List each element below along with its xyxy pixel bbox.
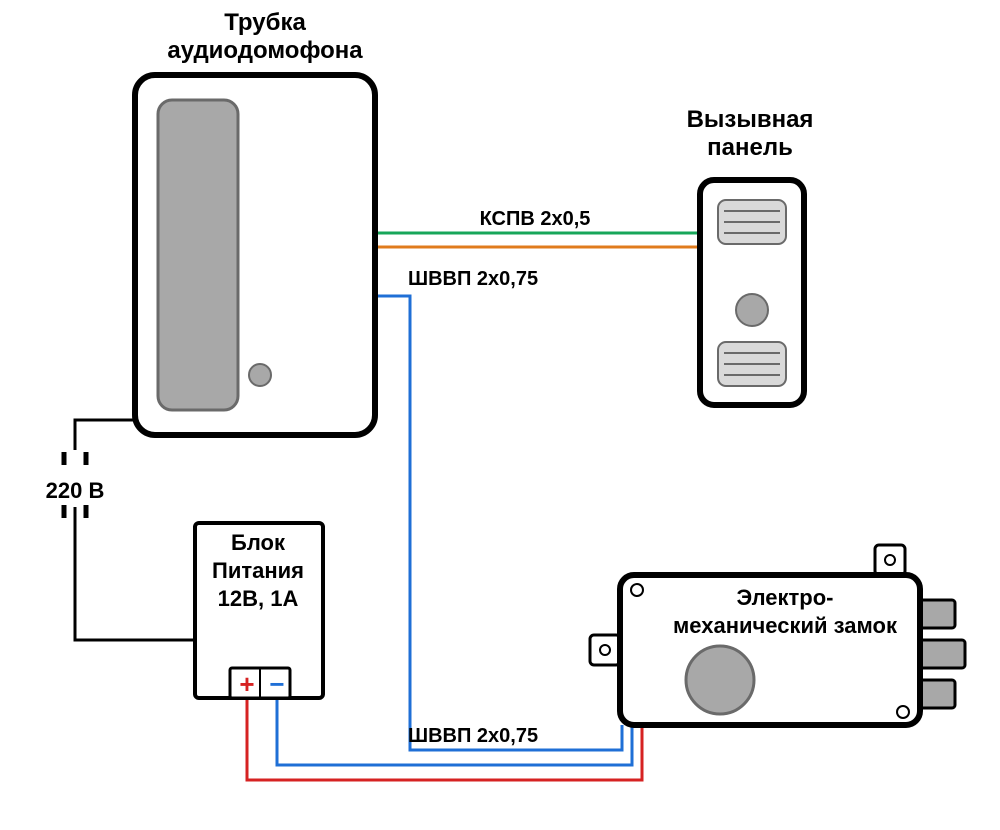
wire-mains-lower <box>75 507 195 640</box>
handset-button <box>249 364 271 386</box>
kspv-label: КСПВ 2х0,5 <box>480 208 591 230</box>
handset-receiver <box>158 100 238 410</box>
shvvp-top-label: ШВВП 2х0,75 <box>408 268 538 290</box>
lock-bolt-2 <box>920 680 955 708</box>
psu-label-1: Блок <box>231 530 286 555</box>
psu-label-3: 12В, 1А <box>218 586 299 611</box>
call-panel-device <box>700 180 804 405</box>
lock-lug-top <box>875 545 905 575</box>
lock-lug-left <box>590 635 620 665</box>
shvvp-bottom-label: ШВВП 2х0,75 <box>408 725 538 747</box>
handset-device <box>135 75 375 435</box>
handset-label-2: аудиодомофона <box>167 37 363 64</box>
call-panel-label-1: Вызывная <box>687 106 814 133</box>
mains-label: 220 В <box>46 478 105 503</box>
wire-blue-top <box>375 296 622 750</box>
call-panel-label-2: панель <box>707 134 793 161</box>
psu-label-2: Питания <box>212 558 304 583</box>
psu-plus: + <box>239 669 254 699</box>
call-panel-button <box>736 294 768 326</box>
lock-knob <box>686 646 754 714</box>
lock-label-2: механический замок <box>673 613 898 638</box>
handset-label-1: Трубка <box>224 9 306 36</box>
psu-minus: − <box>269 669 284 699</box>
lock-bolt-1 <box>920 640 965 668</box>
lock-label-1: Электро- <box>736 585 833 610</box>
lock-bolt-0 <box>920 600 955 628</box>
wire-mains-upper <box>75 420 135 450</box>
